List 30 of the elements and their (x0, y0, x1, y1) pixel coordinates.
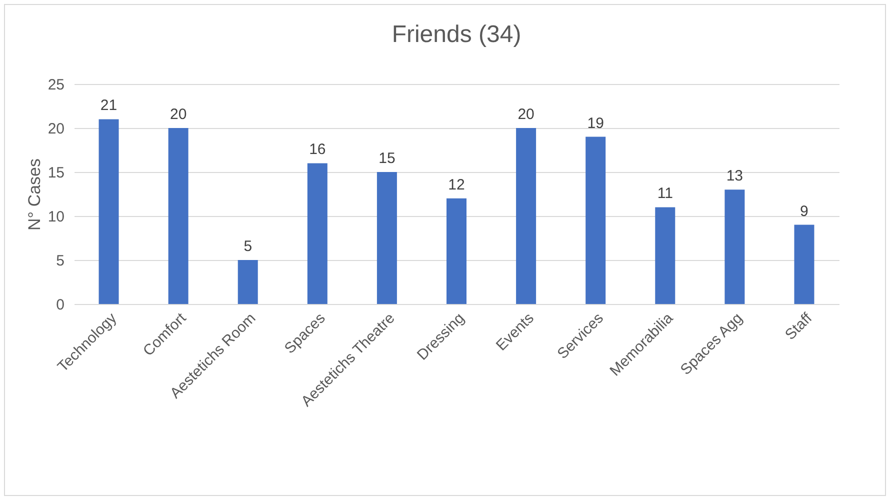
y-tick-label: 25 (48, 76, 64, 94)
data-label: 11 (657, 185, 673, 202)
y-tick-label: 10 (48, 208, 64, 226)
data-label: 13 (726, 168, 744, 185)
bar (376, 172, 397, 304)
data-label: 21 (100, 97, 118, 114)
bar (655, 207, 676, 304)
bar (446, 198, 466, 304)
data-label: 16 (309, 141, 326, 158)
bar (794, 224, 814, 304)
y-tick-label: 20 (48, 120, 64, 138)
data-label: 20 (170, 106, 187, 123)
bar (307, 163, 328, 304)
y-tick-label: 15 (48, 164, 64, 182)
bar (724, 190, 745, 304)
y-tick-label: 0 (56, 296, 64, 314)
bar (238, 260, 258, 304)
bar (98, 119, 119, 304)
bar (586, 136, 606, 304)
y-axis-title: N° Cases (24, 158, 44, 230)
data-label: 5 (244, 238, 252, 255)
y-tick-label: 5 (56, 252, 64, 270)
data-label: 19 (587, 114, 604, 132)
chart-title: Friends (34) (392, 21, 522, 48)
bar (168, 128, 188, 304)
bar (516, 128, 536, 304)
data-label: 12 (448, 176, 465, 194)
data-label: 15 (378, 150, 396, 167)
data-label: 9 (800, 202, 808, 220)
data-label: 20 (518, 106, 534, 123)
